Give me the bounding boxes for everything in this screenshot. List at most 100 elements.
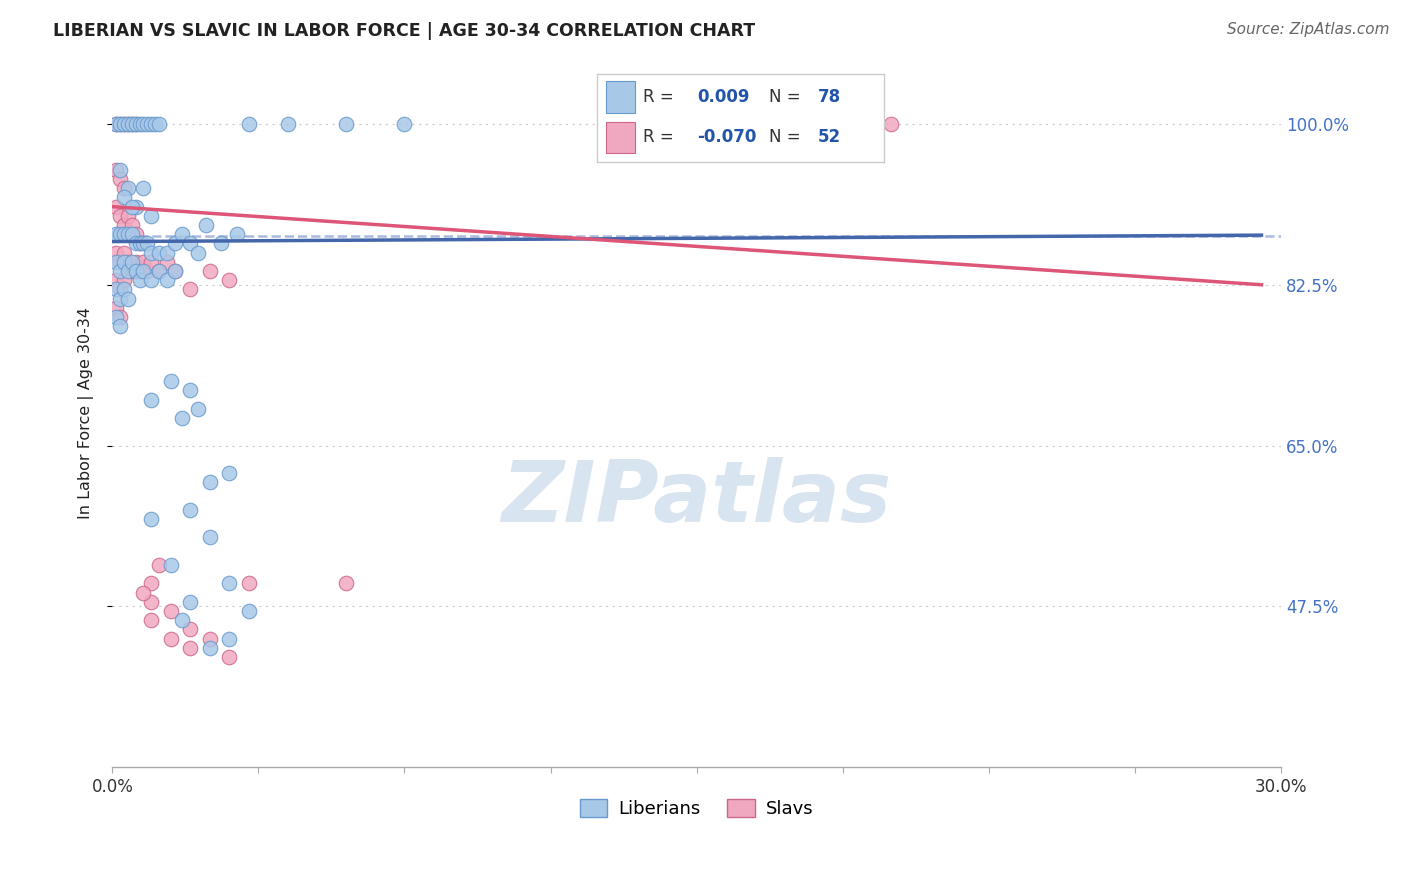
Point (226, 227, 249, 242)
Point (172, 613, 194, 627)
Point (108, 209, 131, 223)
Point (128, 236, 150, 251)
Point (198, 632, 221, 646)
Point (148, 558, 170, 572)
Point (179, 640, 201, 655)
Point (198, 640, 221, 655)
Point (187, 401, 209, 416)
Point (108, 319, 131, 334)
Point (218, 576, 240, 591)
Point (159, 632, 181, 646)
Point (112, 218, 135, 232)
Point (108, 282, 131, 296)
Point (148, 245, 170, 260)
Point (121, 200, 143, 214)
Point (125, 236, 148, 251)
Point (141, 117, 163, 131)
Point (163, 236, 186, 251)
Point (121, 218, 143, 232)
Point (179, 595, 201, 609)
Point (108, 254, 131, 268)
Point (105, 254, 128, 268)
Point (108, 162, 131, 177)
Point (238, 576, 260, 591)
Point (218, 650, 240, 665)
Point (125, 200, 148, 214)
Point (112, 117, 135, 131)
Point (198, 475, 221, 490)
Point (108, 292, 131, 306)
Point (121, 117, 143, 131)
Point (148, 264, 170, 278)
Point (179, 384, 201, 398)
Point (108, 264, 131, 278)
Point (179, 236, 201, 251)
Point (117, 117, 139, 131)
Point (128, 236, 150, 251)
Point (141, 209, 163, 223)
Point (218, 273, 240, 287)
Point (105, 245, 128, 260)
Point (156, 273, 179, 287)
Point (132, 117, 155, 131)
Point (105, 227, 128, 242)
Point (141, 512, 163, 526)
Point (335, 117, 357, 131)
Point (105, 117, 128, 131)
Point (117, 264, 139, 278)
Point (108, 227, 131, 242)
Point (141, 254, 163, 268)
Point (141, 273, 163, 287)
Point (128, 264, 150, 278)
Point (105, 162, 128, 177)
Point (132, 236, 155, 251)
Point (132, 264, 155, 278)
Point (148, 117, 170, 131)
Point (121, 264, 143, 278)
Point (136, 264, 159, 278)
Text: ZIPatlas: ZIPatlas (502, 457, 891, 540)
Text: LIBERIAN VS SLAVIC IN LABOR FORCE | AGE 30-34 CORRELATION CHART: LIBERIAN VS SLAVIC IN LABOR FORCE | AGE … (53, 22, 755, 40)
Point (141, 245, 163, 260)
Point (105, 301, 128, 315)
Point (117, 292, 139, 306)
Point (121, 117, 143, 131)
Point (141, 595, 163, 609)
Point (105, 282, 128, 296)
Point (198, 531, 221, 545)
Point (187, 245, 209, 260)
Point (112, 227, 135, 242)
Point (156, 245, 179, 260)
Point (125, 117, 148, 131)
Point (179, 503, 201, 517)
Point (172, 227, 194, 242)
Point (112, 273, 135, 287)
Point (128, 273, 150, 287)
Point (335, 576, 357, 591)
Point (112, 254, 135, 268)
Legend: Liberians, Slavs: Liberians, Slavs (574, 792, 820, 825)
Point (132, 254, 155, 268)
Point (125, 254, 148, 268)
Y-axis label: In Labor Force | Age 30-34: In Labor Force | Age 30-34 (79, 308, 94, 519)
Point (148, 264, 170, 278)
Text: Source: ZipAtlas.com: Source: ZipAtlas.com (1226, 22, 1389, 37)
Point (117, 209, 139, 223)
Point (117, 227, 139, 242)
Point (121, 227, 143, 242)
Point (143, 117, 166, 131)
Point (105, 273, 128, 287)
Point (163, 264, 186, 278)
Point (159, 374, 181, 388)
Point (117, 117, 139, 131)
Point (108, 310, 131, 324)
Point (218, 466, 240, 480)
Point (172, 411, 194, 425)
Point (277, 117, 299, 131)
Point (125, 117, 148, 131)
Point (105, 117, 128, 131)
Point (163, 264, 186, 278)
Point (218, 632, 240, 646)
Point (136, 117, 159, 131)
Point (125, 227, 148, 242)
